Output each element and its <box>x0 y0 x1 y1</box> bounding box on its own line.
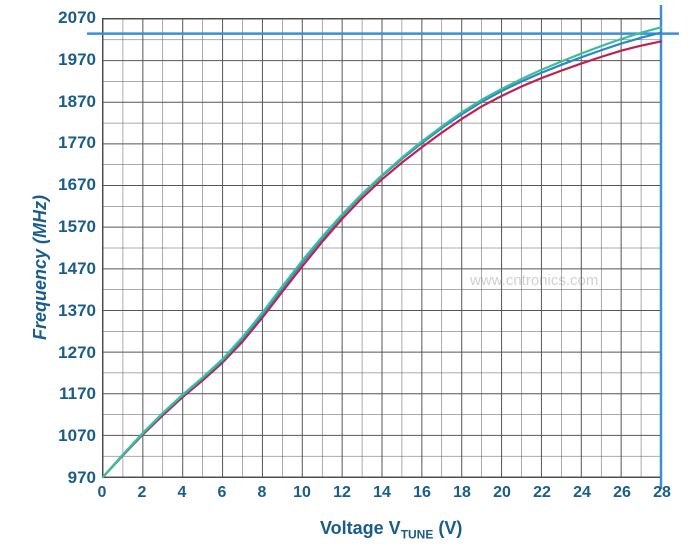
y-tick: 970 <box>44 468 96 488</box>
x-tick: 24 <box>573 484 591 502</box>
y-tick: 1470 <box>44 259 96 279</box>
x-axis-label: Voltage VTUNE (V) <box>320 518 462 542</box>
x-tick: 8 <box>258 484 267 502</box>
chart-svg <box>103 19 661 477</box>
y-tick: 1270 <box>44 343 96 363</box>
y-tick: 1670 <box>44 175 96 195</box>
x-tick: 14 <box>373 484 391 502</box>
x-tick: 2 <box>138 484 147 502</box>
plot-area <box>102 18 662 478</box>
x-tick: 0 <box>98 484 107 502</box>
y-tick: 1770 <box>44 133 96 153</box>
y-tick: 1570 <box>44 217 96 237</box>
y-tick: 1070 <box>44 426 96 446</box>
x-tick: 16 <box>413 484 431 502</box>
x-tick: 26 <box>613 484 631 502</box>
y-tick: 1970 <box>44 50 96 70</box>
y-tick: 2070 <box>44 8 96 28</box>
y-tick: 1170 <box>44 384 96 404</box>
x-tick: 22 <box>533 484 551 502</box>
x-tick: 28 <box>653 484 671 502</box>
x-tick: 20 <box>493 484 511 502</box>
y-tick: 1870 <box>44 92 96 112</box>
x-tick: 12 <box>333 484 351 502</box>
y-tick: 1370 <box>44 301 96 321</box>
x-tick: 10 <box>293 484 311 502</box>
x-tick: 6 <box>218 484 227 502</box>
x-tick: 4 <box>178 484 187 502</box>
chart-container: Frequency (MHz) Voltage VTUNE (V) 024681… <box>0 0 699 560</box>
x-tick: 18 <box>453 484 471 502</box>
